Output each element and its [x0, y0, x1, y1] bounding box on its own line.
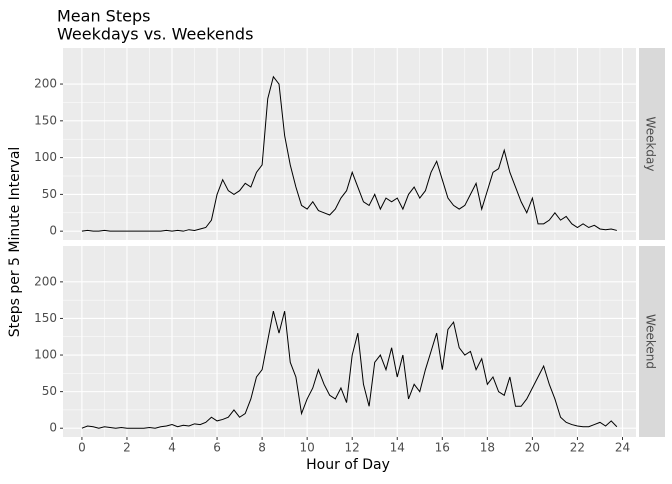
- line: [81, 311, 618, 429]
- x-tick-label: 14: [390, 441, 405, 455]
- strip-label: Weekday: [644, 117, 658, 172]
- x-tick-label: 22: [570, 441, 585, 455]
- strip: [639, 246, 665, 437]
- y-tick-label: 0: [49, 421, 57, 435]
- y-axis-label: Steps per 5 Minute Interval: [7, 147, 23, 338]
- y-tick-label: 150: [34, 311, 57, 325]
- panel-background: [63, 48, 636, 240]
- x-tick-label: 20: [525, 441, 540, 455]
- chart-subtitle: Weekdays vs. Weekends: [57, 25, 253, 44]
- y-tick-label: 150: [34, 113, 57, 127]
- x-tick-label: 18: [480, 441, 495, 455]
- y-tick-label: 100: [34, 348, 57, 362]
- x-tick-label: 12: [345, 441, 360, 455]
- panel-background: [63, 246, 636, 437]
- chart-title: Mean Steps: [57, 7, 150, 26]
- strip: [639, 48, 665, 240]
- x-tick-label: 2: [123, 441, 131, 455]
- x-axis-label: Hour of Day: [306, 457, 390, 473]
- line: [81, 75, 617, 232]
- strip-label: Weekend: [644, 314, 658, 369]
- y-tick-label: 50: [42, 384, 57, 398]
- x-tick-label: 24: [615, 441, 630, 455]
- y-tick-label: 50: [42, 187, 57, 201]
- x-tick-label: 0: [78, 441, 86, 455]
- y-tick-label: 0: [49, 224, 57, 238]
- y-tick-label: 200: [34, 77, 57, 91]
- x-tick-label: 4: [168, 441, 176, 455]
- x-tick-label: 16: [435, 441, 450, 455]
- y-tick-label: 100: [34, 150, 57, 164]
- y-tick-label: 200: [34, 274, 57, 288]
- x-tick-label: 8: [258, 441, 266, 455]
- x-tick-label: 10: [300, 441, 315, 455]
- x-tick-label: 6: [213, 441, 221, 455]
